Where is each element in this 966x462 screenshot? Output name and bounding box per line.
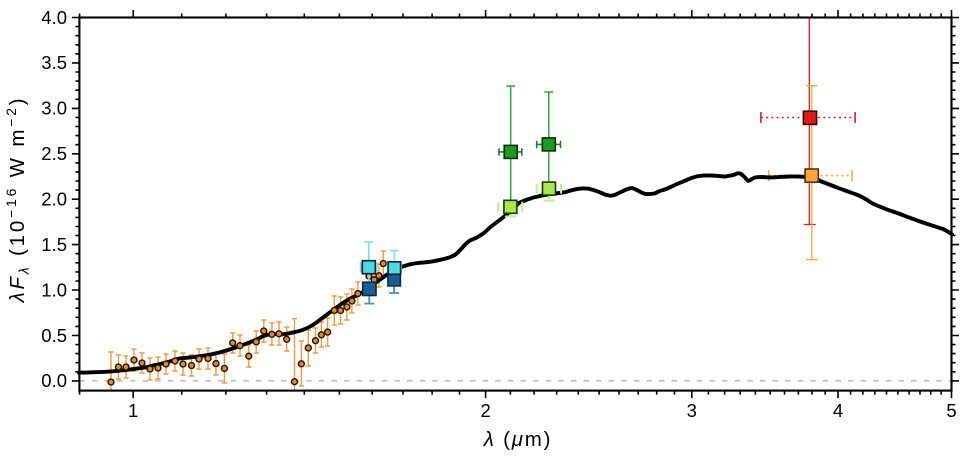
svg-text:3: 3	[687, 400, 697, 421]
svg-text:2.0: 2.0	[41, 189, 67, 210]
svg-text:2.5: 2.5	[41, 143, 67, 164]
svg-text:2: 2	[480, 400, 490, 421]
svg-text:0.5: 0.5	[41, 325, 67, 346]
svg-text:4: 4	[833, 400, 843, 421]
svg-text:1.0: 1.0	[41, 279, 67, 300]
svg-text:λ (μm): λ (μm)	[483, 428, 553, 451]
svg-text:3.5: 3.5	[41, 52, 67, 73]
svg-text:4.0: 4.0	[41, 7, 67, 28]
svg-text:1.5: 1.5	[41, 234, 67, 255]
svg-text:5: 5	[946, 400, 956, 421]
svg-text:3.0: 3.0	[41, 98, 67, 119]
svg-text:λFλ (10−16 W m−2): λFλ (10−16 W m−2)	[3, 96, 32, 304]
svg-text:1: 1	[128, 400, 138, 421]
svg-text:0.0: 0.0	[41, 370, 67, 391]
